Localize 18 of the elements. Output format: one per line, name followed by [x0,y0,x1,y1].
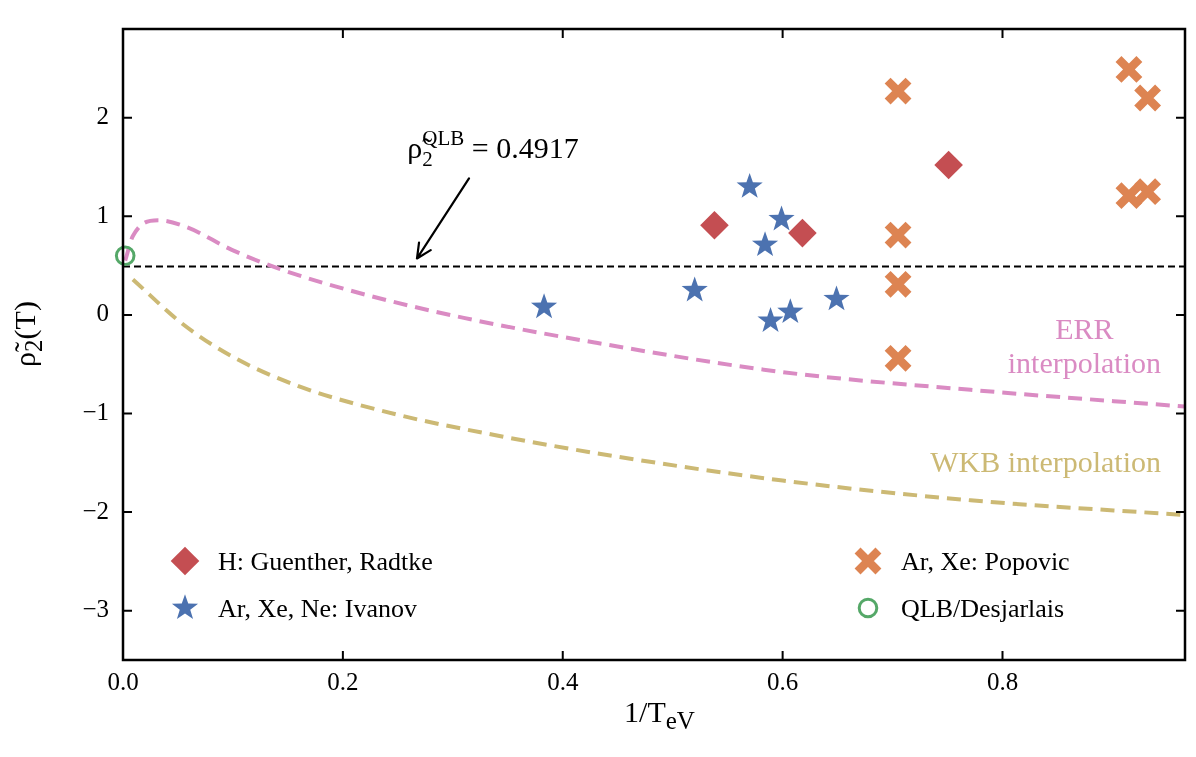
legend-label: QLB/Desjarlais [901,593,1065,623]
series-label: WKB interpolation [930,445,1162,479]
y-tick-label: 0 [96,299,109,327]
legend-label: H: Guenther, Radtke [218,546,433,576]
x-tick-label: 0.4 [547,667,579,695]
y-tick-label: −2 [82,496,109,524]
x-axis-title: 1/T$_{eV}$ [623,695,696,735]
x-tick-label: 0.6 [767,667,799,695]
y-tick-label: 1 [96,200,109,228]
legend-label: Ar, Xe: Popovic [901,546,1070,576]
series-label: ERR interpolation [1007,311,1161,379]
x-tick-label: 0.0 [107,667,139,695]
y-tick-label: −1 [82,398,109,426]
x-tick-label: 0.2 [327,667,359,695]
x-tick-label: 0.8 [986,667,1019,695]
legend-label: Ar, Xe, Ne: Ivanov [218,593,417,623]
y-tick-label: −3 [82,595,109,623]
y-tick-label: 2 [96,102,109,130]
